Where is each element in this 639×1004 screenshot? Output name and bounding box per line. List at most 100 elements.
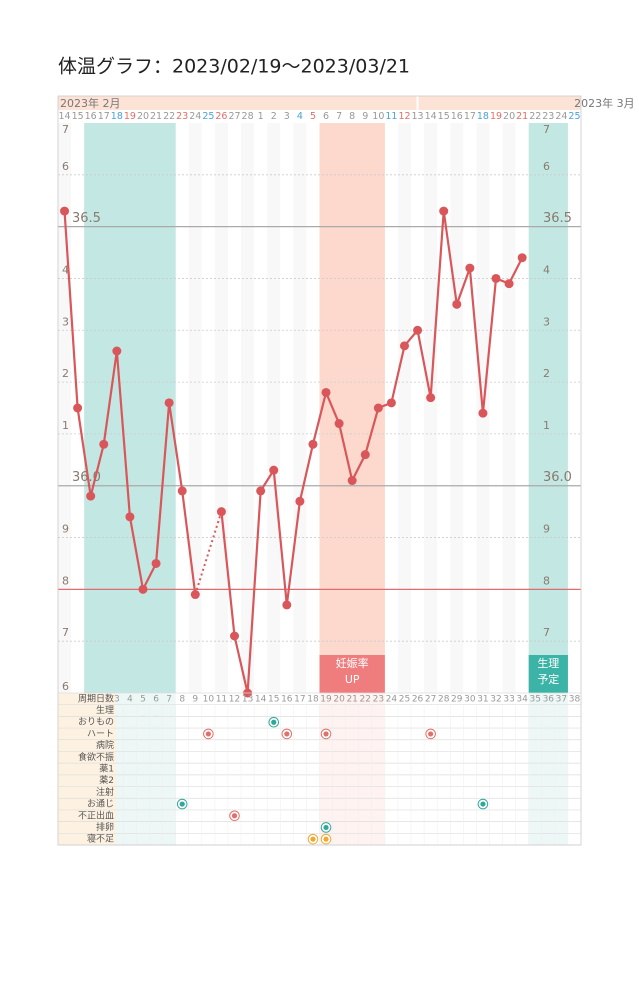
band-tag-label: 予定 bbox=[537, 672, 559, 686]
x-tick-label: 8 bbox=[349, 111, 355, 122]
event-icon-dot bbox=[323, 824, 329, 831]
x-tick-label: 3 bbox=[284, 111, 290, 122]
table-row-label: 薬2 bbox=[99, 774, 114, 786]
y-tick-label-right: 8 bbox=[543, 574, 550, 587]
column-stripe bbox=[188, 123, 202, 693]
table-row-label: 注射 bbox=[96, 786, 114, 798]
cycle-day: 20 bbox=[333, 694, 345, 704]
event-icon-dot bbox=[284, 731, 290, 737]
chart-title: 体温グラフ：2023/02/19〜2023/03/21 bbox=[58, 56, 410, 78]
temperature-point bbox=[177, 486, 187, 496]
cycle-day: 34 bbox=[516, 694, 528, 704]
temperature-point bbox=[517, 253, 527, 263]
cycle-day: 21 bbox=[346, 694, 357, 704]
event-icon-dot bbox=[205, 731, 211, 737]
x-tick-label: 21 bbox=[150, 111, 162, 122]
x-tick-label: 15 bbox=[72, 111, 84, 122]
band-table bbox=[319, 693, 385, 845]
temperature-point bbox=[504, 279, 514, 289]
cycle-day: 22 bbox=[360, 694, 371, 704]
column-stripe bbox=[227, 123, 242, 693]
x-tick-label: 2 bbox=[271, 111, 277, 122]
temperature-point bbox=[373, 403, 383, 413]
x-tick-label: 12 bbox=[398, 111, 410, 122]
x-tick-label: 24 bbox=[555, 111, 567, 122]
temperature-point bbox=[269, 465, 279, 475]
temperature-point bbox=[151, 558, 161, 568]
cycle-day: 38 bbox=[569, 694, 581, 704]
y-tick-label: 7 bbox=[62, 123, 69, 136]
cycle-day: 6 bbox=[153, 694, 159, 704]
temperature-point bbox=[86, 491, 96, 501]
y-tick-label: 3 bbox=[62, 315, 69, 328]
y-tick-label: 2 bbox=[62, 367, 69, 380]
event-icon-dot bbox=[428, 731, 434, 737]
temperature-point bbox=[399, 341, 409, 351]
x-tick-label: 24 bbox=[189, 111, 201, 122]
column-stripe bbox=[201, 123, 215, 693]
column-stripe bbox=[214, 123, 228, 693]
temperature-point bbox=[99, 439, 109, 449]
column-stripe bbox=[293, 123, 307, 693]
cycle-day: 9 bbox=[192, 694, 198, 704]
x-tick-label: 25 bbox=[202, 111, 214, 122]
band bbox=[84, 123, 176, 693]
table-row-label: 寝不足 bbox=[87, 833, 114, 845]
y-tick-label: 4 bbox=[62, 263, 69, 276]
x-tick-label: 27 bbox=[228, 111, 240, 122]
cycle-day: 7 bbox=[166, 694, 172, 704]
temperature-point bbox=[60, 206, 70, 216]
table-row-label: 食欲不振 bbox=[78, 751, 114, 763]
column-stripe bbox=[489, 123, 503, 693]
x-tick-label: 14 bbox=[58, 111, 70, 122]
temperature-point bbox=[386, 398, 396, 408]
column-stripe bbox=[254, 123, 268, 693]
month-row bbox=[58, 96, 581, 110]
y-tick-label: 9 bbox=[62, 523, 69, 536]
cycle-day: 11 bbox=[216, 694, 227, 704]
y-tick-label-right: 1 bbox=[543, 419, 550, 432]
temperature-point bbox=[190, 590, 200, 600]
cycle-day: 17 bbox=[294, 694, 305, 704]
x-tick-label: 18 bbox=[477, 111, 489, 122]
temperature-point bbox=[282, 600, 292, 610]
y-tick-label-right: 6 bbox=[543, 160, 550, 173]
cycle-day: 24 bbox=[386, 694, 398, 704]
x-tick-label: 22 bbox=[529, 111, 541, 122]
x-tick-label: 14 bbox=[425, 111, 437, 122]
x-tick-label: 7 bbox=[336, 111, 342, 122]
event-icon-dot bbox=[310, 836, 316, 842]
y-tick-label: 36.5 bbox=[72, 211, 101, 226]
column-stripe bbox=[267, 123, 281, 693]
cycle-day: 32 bbox=[490, 694, 501, 704]
table-row-label: ハート bbox=[87, 729, 114, 739]
y-tick-label-right: 9 bbox=[543, 523, 550, 536]
column-stripe bbox=[384, 123, 398, 693]
x-tick-label: 23 bbox=[176, 111, 188, 122]
table-label-col bbox=[58, 693, 116, 845]
band-tag-label: UP bbox=[345, 673, 360, 686]
x-tick-label: 20 bbox=[137, 111, 149, 122]
event-icon-dot bbox=[323, 836, 329, 842]
column-stripe bbox=[502, 123, 516, 693]
table-row-label: お通じ bbox=[87, 799, 114, 810]
cycle-day: 30 bbox=[464, 694, 476, 704]
table-row-label: 薬1 bbox=[99, 763, 114, 775]
cycle-day: 31 bbox=[477, 694, 488, 704]
cycle-day: 23 bbox=[373, 694, 384, 704]
temperature-point bbox=[439, 206, 449, 216]
cycle-day: 3 bbox=[114, 694, 120, 704]
y-tick-label-right: 36.0 bbox=[543, 470, 572, 485]
column-stripe bbox=[450, 123, 464, 693]
event-icon-dot bbox=[231, 813, 238, 819]
band-tag-label: 生理 bbox=[537, 656, 559, 670]
cycle-day: 13 bbox=[242, 694, 253, 704]
column-stripe bbox=[567, 123, 581, 693]
y-tick-label-right: 4 bbox=[543, 263, 550, 276]
y-tick-label: 1 bbox=[62, 419, 69, 432]
cycle-day: 26 bbox=[412, 694, 424, 704]
temperature-point bbox=[360, 450, 370, 460]
cycle-day: 29 bbox=[451, 694, 463, 704]
x-tick-label: 19 bbox=[490, 111, 502, 122]
